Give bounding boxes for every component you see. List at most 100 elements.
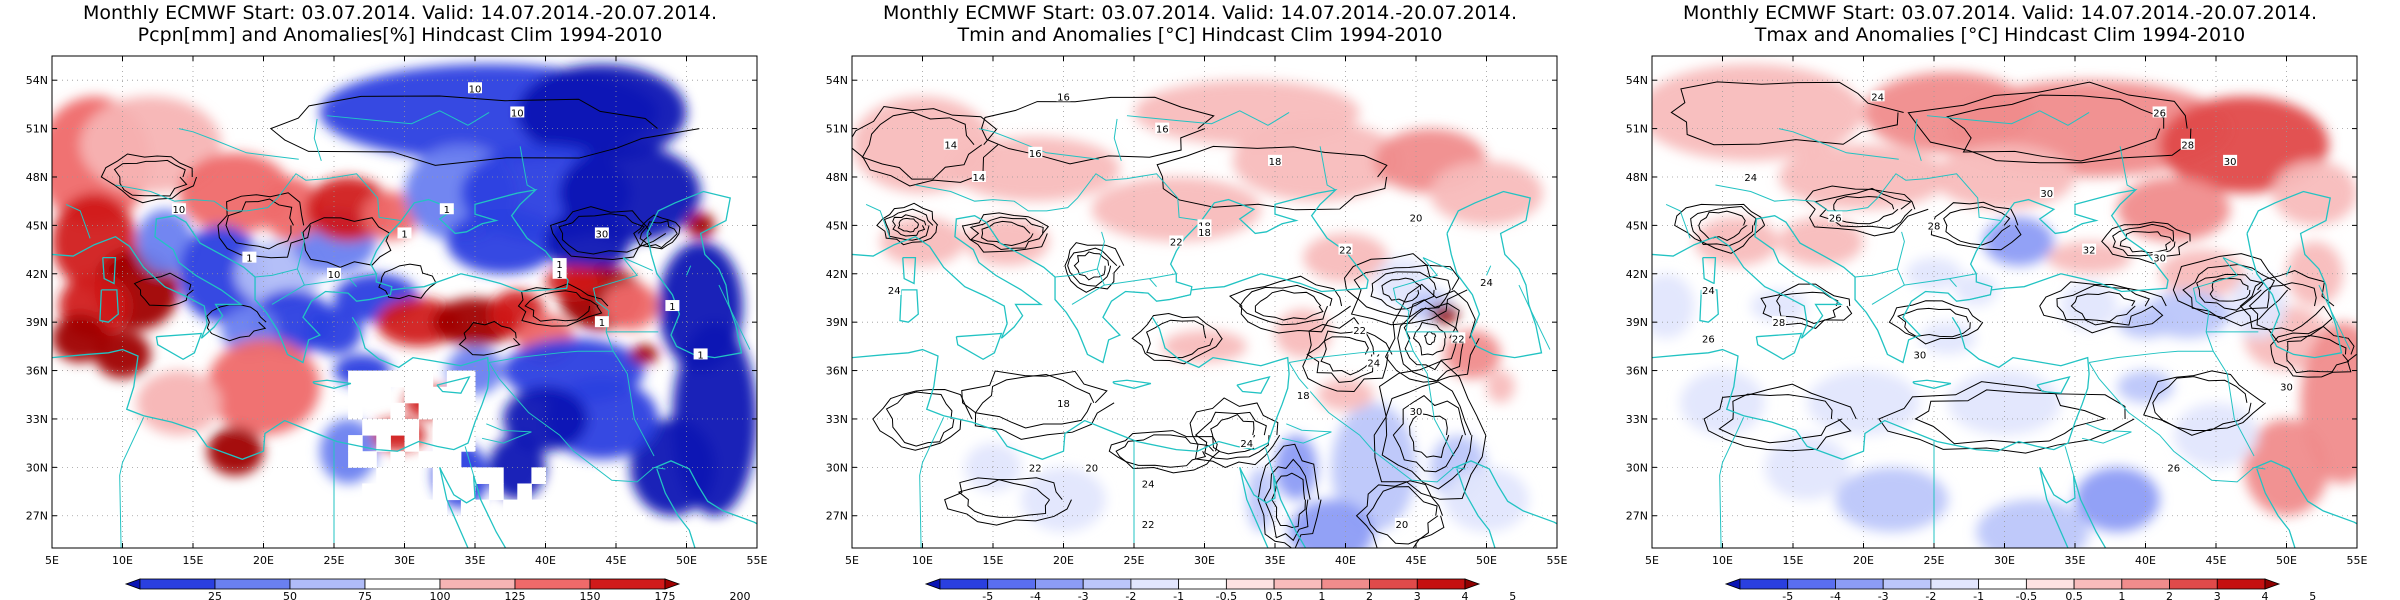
- colorbar-tick-label: 150: [580, 590, 601, 600]
- longitude-label: 20E: [1853, 554, 1874, 567]
- panel-tmax: Monthly ECMWF Start: 03.07.2014. Valid: …: [1600, 0, 2400, 600]
- latitude-label: 39N: [26, 316, 48, 329]
- contour-lines: [1670, 81, 2357, 454]
- latitude-label: 36N: [26, 365, 48, 378]
- anomaly-patch: [1091, 176, 1261, 242]
- longitude-label: 45E: [2206, 554, 2227, 567]
- contour-label: 22: [1353, 326, 1366, 337]
- anomaly-patch: [1430, 304, 1459, 324]
- colorbar-tick-label: 0.5: [1265, 590, 1283, 600]
- colorbar-bin: [1739, 578, 1789, 590]
- longitude-label: 50E: [2276, 554, 2297, 567]
- colorbar-bin: [364, 578, 441, 590]
- colorbar-tick-label: 3: [2214, 590, 2221, 600]
- contour-label: 14: [944, 141, 957, 152]
- longitude-label: 40E: [535, 554, 556, 567]
- latitude-label: 27N: [826, 510, 848, 523]
- country-borders: [865, 110, 1551, 548]
- anomaly-patch: [2159, 96, 2329, 194]
- contour-label: 20: [1410, 213, 1423, 224]
- latitude-label: 30N: [26, 461, 48, 474]
- anomaly-patch: [1652, 64, 1864, 161]
- panel-tmin: Monthly ECMWF Start: 03.07.2014. Valid: …: [800, 0, 1600, 600]
- contour-label: 10: [511, 108, 524, 119]
- contour-label: 30: [2040, 189, 2053, 200]
- contour-label: 16: [1029, 149, 1042, 160]
- anomaly-patch: [2286, 241, 2343, 307]
- panel-title-line2: Pcpn[mm] and Anomalies[%] Hindcast Clim …: [137, 24, 663, 46]
- colorbar-tick-label: 75: [358, 590, 372, 600]
- latitude-label: 27N: [1626, 510, 1648, 523]
- anomaly-patch: [1303, 233, 1388, 282]
- anomaly-patch: [1983, 217, 2054, 266]
- colorbar-bin: [2169, 578, 2218, 590]
- longitude-label: 30E: [1994, 554, 2015, 567]
- contour-label: 24: [1871, 92, 1884, 103]
- anomaly-patch: [305, 306, 363, 355]
- colorbar-bin: [939, 578, 989, 590]
- colorbar-bin: [1369, 578, 1418, 590]
- colorbar-tick-label: 25: [208, 590, 222, 600]
- contour-label: 1: [669, 302, 675, 313]
- contour-label: 28: [2181, 141, 2194, 152]
- anomaly-patch: [2117, 176, 2231, 242]
- longitude-label: 10E: [112, 554, 133, 567]
- contour-label: 1: [599, 318, 605, 329]
- contour-label: 1: [556, 260, 562, 271]
- latitude-label: 42N: [1626, 268, 1648, 281]
- contour-label: 16: [1156, 125, 1169, 136]
- latitude-label: 54N: [1626, 74, 1648, 87]
- contour-label: 14: [973, 173, 986, 184]
- map-tmax: 2426283024262830323024262830263054N51N48…: [1626, 55, 2368, 600]
- colorbar: 25 50 75 100 125 150 175 200: [124, 578, 751, 600]
- colorbar-tick-label: 1: [1318, 590, 1325, 600]
- colorbar-tick-label: 5: [2309, 590, 2316, 600]
- latitude-label: 27N: [26, 510, 48, 523]
- longitude-label: 55E: [747, 554, 768, 567]
- panel-title-line1: Monthly ECMWF Start: 03.07.2014. Valid: …: [83, 2, 717, 24]
- longitude-label: 35E: [1265, 554, 1286, 567]
- graticule: [1652, 56, 2357, 548]
- anomaly-patch: [2173, 402, 2259, 468]
- colorbar-tick-label: 5: [1509, 590, 1516, 600]
- latitude-label: 45N: [26, 219, 48, 232]
- contour-label: 26: [2153, 108, 2166, 119]
- colorbar-tick-label: 175: [655, 590, 676, 600]
- panel-title-line2: Tmin and Anomalies [°C] Hindcast Clim 19…: [957, 24, 1443, 46]
- contour-label: 30: [596, 229, 609, 240]
- contour-label: 24: [1480, 278, 1493, 289]
- contour-label: 28: [1773, 318, 1786, 329]
- contour-label: 22: [1452, 334, 1465, 345]
- anomaly-patch: [446, 209, 560, 274]
- anomaly-patch: [1694, 217, 1779, 266]
- anomaly-patch: [686, 212, 715, 239]
- anomaly-patch: [52, 314, 109, 363]
- anomaly-patch: [1835, 467, 1949, 532]
- contour-label: 24: [1142, 479, 1155, 490]
- contour-label: 24: [1240, 439, 1253, 450]
- contour-label: 1: [697, 350, 703, 361]
- latitude-label: 51N: [1626, 123, 1648, 136]
- longitude-label: 40E: [2135, 554, 2156, 567]
- anomaly-patch: [2159, 249, 2245, 298]
- contour-label: 1: [444, 205, 450, 216]
- graticule: [52, 56, 757, 548]
- anomaly-patch: [178, 152, 292, 234]
- contour-label: 1: [556, 270, 562, 281]
- contour-label: 30: [2153, 254, 2166, 265]
- colorbar-bin: [1930, 578, 1980, 590]
- colorbar-bin: [2216, 578, 2266, 590]
- contour-label: 16: [1057, 92, 1070, 103]
- latitude-label: 42N: [826, 268, 848, 281]
- colorbar: -5 -4 -3 -2 -1 -0.5 0.5 1 2 3 4 5: [1724, 578, 2316, 600]
- contour-label: 32: [2083, 246, 2096, 257]
- colorbar-bin: [514, 578, 591, 590]
- contour-labels: 16 14 16 16 18 14 18 22 20 22 18 24 24 22 22 24 18 20 22 24…: [887, 90, 1494, 531]
- anomaly-patch: [1486, 370, 1515, 403]
- longitude-label: 25E: [324, 554, 345, 567]
- coastlines: [52, 188, 757, 548]
- latitude-label: 36N: [1626, 365, 1648, 378]
- colorbar-bin: [1321, 578, 1370, 590]
- contour-label: 30: [1914, 350, 1927, 361]
- colorbar-tick-label: 4: [2262, 590, 2269, 600]
